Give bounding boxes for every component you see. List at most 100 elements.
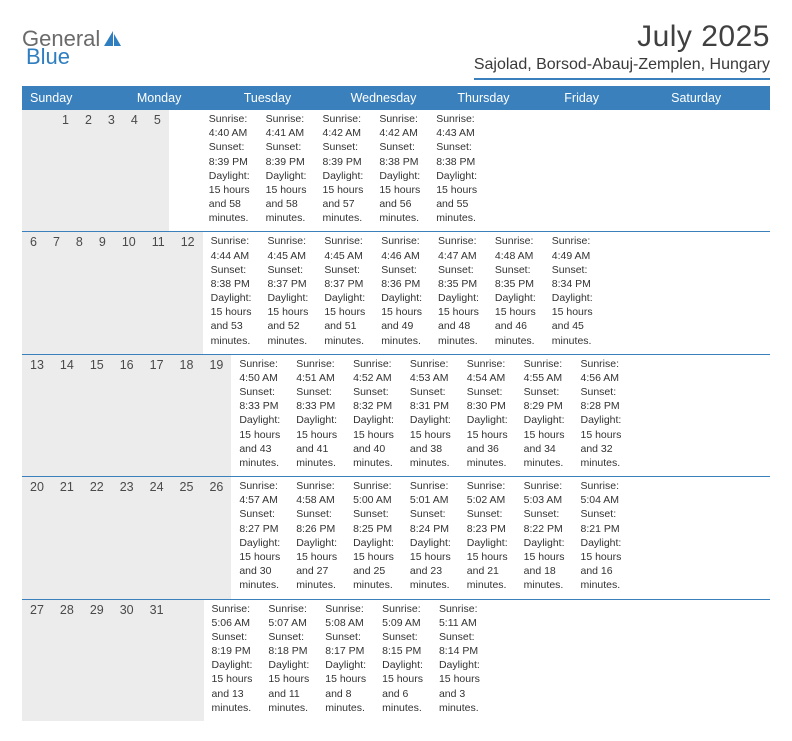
day-cell: Sunrise: 4:45 AMSunset: 8:37 PMDaylight:…	[316, 232, 373, 353]
sun-data-line: Sunset: 8:38 PM	[211, 263, 252, 291]
sun-data-line: Sunset: 8:23 PM	[467, 507, 508, 535]
week-row: 13141516171819Sunrise: 4:50 AMSunset: 8:…	[22, 355, 770, 477]
day-of-week-header: Sunday Monday Tuesday Wednesday Thursday…	[22, 86, 770, 110]
day-cell: Sunrise: 5:03 AMSunset: 8:22 PMDaylight:…	[516, 477, 573, 598]
sun-data-line: Daylight: 15 hours	[439, 658, 480, 686]
sun-data-line: Daylight: 15 hours	[322, 169, 363, 197]
day-number: 3	[100, 110, 123, 231]
sun-data-line: Sunset: 8:36 PM	[381, 263, 422, 291]
sun-data-line: Sunset: 8:38 PM	[436, 140, 477, 168]
sun-data-line: Daylight: 15 hours	[353, 536, 394, 564]
sun-data-line: Sunrise: 4:44 AM	[211, 234, 252, 262]
dow-sunday: Sunday	[22, 86, 129, 110]
sun-data-line: Daylight: 15 hours	[296, 536, 337, 564]
sun-data-line: Sunset: 8:15 PM	[382, 630, 423, 658]
day-number-row: 6789101112	[22, 232, 203, 353]
sun-data-line: and 16 minutes.	[581, 564, 622, 592]
week-row: 12345Sunrise: 4:40 AMSunset: 8:39 PMDayl…	[22, 110, 770, 232]
sun-data-line: Sunrise: 4:42 AM	[322, 112, 363, 140]
sun-data-line: Daylight: 15 hours	[524, 413, 565, 441]
sun-data-line: Sunrise: 4:42 AM	[379, 112, 420, 140]
sun-data-line: Daylight: 15 hours	[581, 536, 622, 564]
day-cell: Sunrise: 4:46 AMSunset: 8:36 PMDaylight:…	[373, 232, 430, 353]
sun-data-line: Daylight: 15 hours	[495, 291, 536, 319]
sun-data-line: and 43 minutes.	[239, 442, 280, 470]
sun-data-line: and 57 minutes.	[322, 197, 363, 225]
sun-data-line: Daylight: 15 hours	[382, 658, 423, 686]
day-cell: Sunrise: 4:42 AMSunset: 8:39 PMDaylight:…	[314, 110, 371, 231]
day-number	[38, 110, 54, 231]
sun-data-line: Sunrise: 4:46 AM	[381, 234, 422, 262]
weeks-container: 12345Sunrise: 4:40 AMSunset: 8:39 PMDayl…	[22, 110, 770, 721]
day-cell: Sunrise: 5:00 AMSunset: 8:25 PMDaylight:…	[345, 477, 402, 598]
day-number-row: 2728293031	[22, 600, 204, 721]
day-number: 24	[142, 477, 172, 598]
sun-data-line: Sunrise: 4:58 AM	[296, 479, 337, 507]
sun-data-line: Daylight: 15 hours	[381, 291, 422, 319]
sun-data-line: Daylight: 15 hours	[324, 291, 365, 319]
sun-data-line: Sunrise: 5:07 AM	[268, 602, 309, 630]
day-cell: Sunrise: 4:49 AMSunset: 8:34 PMDaylight:…	[544, 232, 601, 353]
sun-data-line: and 6 minutes.	[382, 687, 423, 715]
sun-data-line: Sunrise: 4:47 AM	[438, 234, 479, 262]
sun-data-line: Sunset: 8:32 PM	[353, 385, 394, 413]
day-number: 16	[112, 355, 142, 476]
day-cell: Sunrise: 5:09 AMSunset: 8:15 PMDaylight:…	[374, 600, 431, 721]
day-content-row: Sunrise: 4:44 AMSunset: 8:38 PM Daylight:…	[203, 232, 601, 353]
day-cell: Sunrise: 5:01 AMSunset: 8:24 PMDaylight:…	[402, 477, 459, 598]
sun-data-line: Daylight: 15 hours	[209, 169, 250, 197]
day-number: 5	[146, 110, 169, 231]
sun-data-line: Daylight: 15 hours	[268, 658, 309, 686]
day-cell: Sunrise: 5:08 AMSunset: 8:17 PMDaylight:…	[317, 600, 374, 721]
sun-data-line: Daylight: 15 hours	[410, 413, 451, 441]
sun-data-line: and 49 minutes.	[381, 319, 422, 347]
sun-data-line: Sunrise: 4:52 AM	[353, 357, 394, 385]
sun-data-line: Sunrise: 4:50 AM	[239, 357, 280, 385]
sun-data-line: and 18 minutes.	[524, 564, 565, 592]
day-cell: Sunrise: 4:55 AMSunset: 8:29 PMDaylight:…	[516, 355, 573, 476]
dow-wednesday: Wednesday	[343, 86, 450, 110]
dow-monday: Monday	[129, 86, 236, 110]
day-content-row: Sunrise: 4:40 AMSunset: 8:39 PMDaylight:…	[169, 110, 485, 231]
day-cell: Sunrise: 4:52 AMSunset: 8:32 PMDaylight:…	[345, 355, 402, 476]
sun-data-line: Daylight: 15 hours	[467, 413, 508, 441]
sun-data-line: and 36 minutes.	[467, 442, 508, 470]
day-cell: Sunrise: 4:40 AMSunset: 8:39 PMDaylight:…	[201, 110, 258, 231]
day-number: 23	[112, 477, 142, 598]
day-number: 2	[77, 110, 100, 231]
sail-icon	[102, 29, 124, 49]
day-number: 19	[201, 355, 231, 476]
day-cell: Sunrise: 4:53 AMSunset: 8:31 PMDaylight:…	[402, 355, 459, 476]
day-cell: Sunrise: 5:02 AMSunset: 8:23 PMDaylight:…	[459, 477, 516, 598]
sun-data-line: Sunset: 8:28 PM	[581, 385, 622, 413]
location-text: Sajolad, Borsod-Abauj-Zemplen, Hungary	[474, 56, 770, 80]
sun-data-line: and 25 minutes.	[353, 564, 394, 592]
day-cell: Sunrise: 4:43 AMSunset: 8:38 PMDaylight:…	[428, 110, 485, 231]
sun-data-line: and 27 minutes.	[296, 564, 337, 592]
sun-data-line: Daylight: 15 hours	[267, 291, 308, 319]
day-number: 17	[142, 355, 172, 476]
sun-data-line: Sunset: 8:29 PM	[524, 385, 565, 413]
day-number	[188, 600, 204, 721]
sun-data-line: Sunrise: 5:09 AM	[382, 602, 423, 630]
sun-data-line: Daylight: 15 hours	[552, 291, 593, 319]
sun-data-line: Daylight: 15 hours	[379, 169, 420, 197]
sun-data-line: Sunrise: 5:03 AM	[524, 479, 565, 507]
sun-data-line: and 8 minutes.	[325, 687, 366, 715]
sun-data-line: Sunset: 8:21 PM	[581, 507, 622, 535]
day-number: 30	[112, 600, 142, 721]
sun-data-line: Sunset: 8:38 PM	[379, 140, 420, 168]
day-cell: Sunrise: 5:04 AMSunset: 8:21 PMDaylight:…	[573, 477, 630, 598]
day-number: 12	[173, 232, 203, 353]
sun-data-line: and 58 minutes.	[209, 197, 250, 225]
sun-data-line: Sunrise: 5:00 AM	[353, 479, 394, 507]
day-number: 8	[68, 232, 91, 353]
sun-data-line: Sunset: 8:19 PM	[212, 630, 253, 658]
sun-data-line: Sunrise: 4:43 AM	[436, 112, 477, 140]
day-cell	[185, 110, 201, 231]
day-number: 25	[172, 477, 202, 598]
sun-data-line: and 46 minutes.	[495, 319, 536, 347]
day-number: 10	[114, 232, 144, 353]
brand-name-part2: Blue	[26, 44, 70, 70]
day-number: 28	[52, 600, 82, 721]
